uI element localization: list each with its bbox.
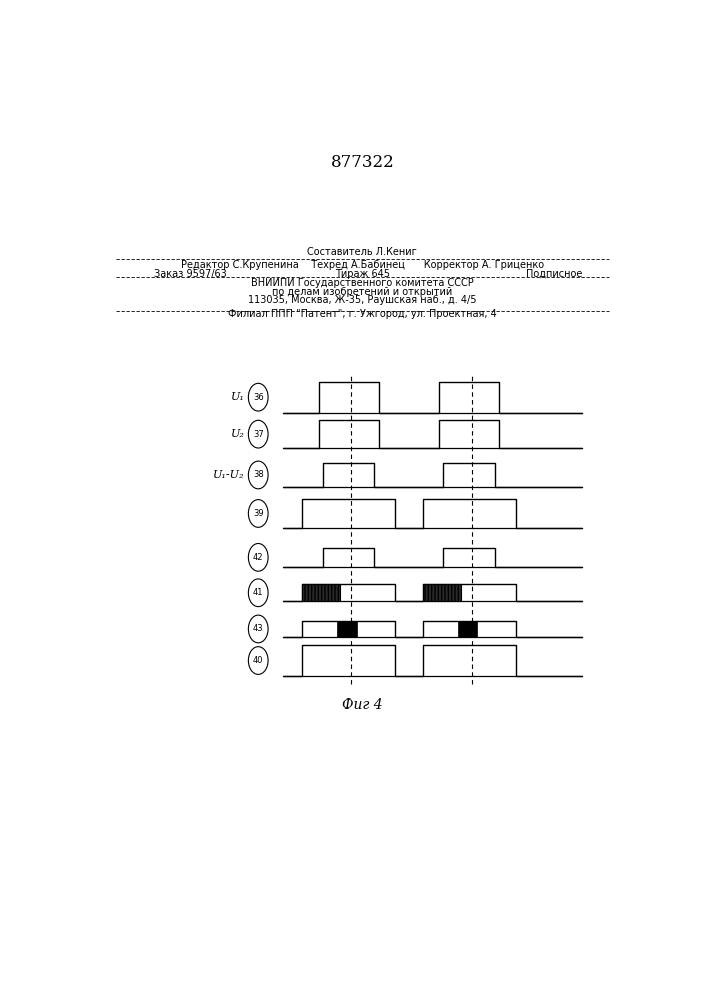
Bar [457,620,477,637]
Text: 41: 41 [253,588,264,597]
Text: 113035, Москва, Ж-35, Раушская наб., д. 4/5: 113035, Москва, Ж-35, Раушская наб., д. … [248,295,477,305]
Text: Редактор С.Крупенина    Техред А.Бабинец      Корректор А. Гриценко: Редактор С.Крупенина Техред А.Бабинец Ко… [181,260,544,270]
Bar [302,584,341,601]
Text: Подписное: Подписное [526,269,583,279]
Text: 40: 40 [253,656,264,665]
Text: Фиг 4: Фиг 4 [342,698,382,712]
Text: 43: 43 [253,624,264,633]
Text: Тираж 645: Тираж 645 [335,269,390,279]
Text: 42: 42 [253,553,264,562]
Text: 877322: 877322 [330,154,395,171]
Text: U₂: U₂ [230,429,245,439]
Text: ВНИИПИ Государственного комитета СССР: ВНИИПИ Государственного комитета СССР [251,278,474,288]
Bar [423,584,461,601]
Text: U₁-U₂: U₁-U₂ [213,470,245,480]
Text: 36: 36 [253,393,264,402]
Text: 37: 37 [253,430,264,439]
Text: Филиал ППП "Патент", г. Ужгород, ул. Проектная, 4: Филиал ППП "Патент", г. Ужгород, ул. Про… [228,309,497,319]
Text: Заказ 9597/63: Заказ 9597/63 [154,269,227,279]
Text: 39: 39 [253,509,264,518]
Bar [337,620,357,637]
Text: 38: 38 [253,470,264,479]
Text: Составитель Л.Кениг: Составитель Л.Кениг [308,247,417,257]
Text: по делам изобретений и открытий: по делам изобретений и открытий [272,287,452,297]
Text: U₁: U₁ [230,392,245,402]
